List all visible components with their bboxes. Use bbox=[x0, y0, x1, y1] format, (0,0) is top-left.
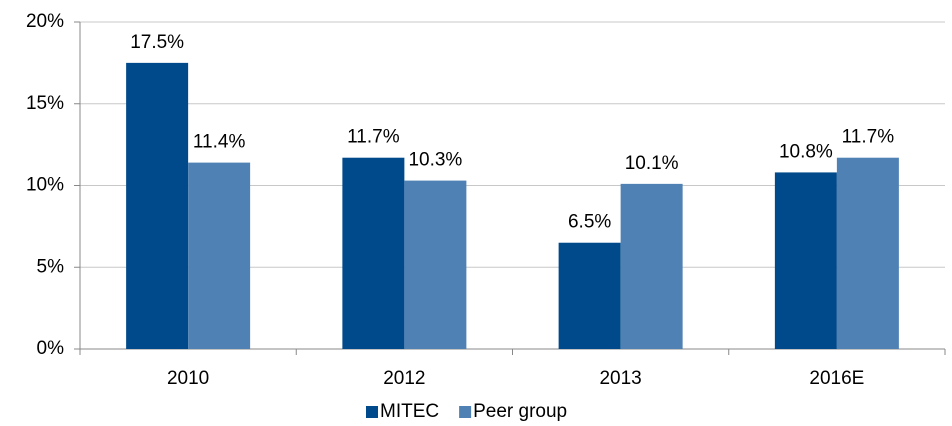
y-tick-label: 10% bbox=[26, 175, 64, 196]
y-tick-label: 20% bbox=[26, 11, 64, 32]
legend-label: Peer group bbox=[473, 401, 567, 422]
value-label: 11.7% bbox=[347, 127, 400, 148]
bar bbox=[188, 162, 251, 349]
bar bbox=[836, 157, 899, 349]
legend-swatch bbox=[366, 406, 378, 418]
value-label: 6.5% bbox=[568, 212, 611, 233]
value-label: 11.4% bbox=[193, 132, 246, 153]
value-label: 17.5% bbox=[130, 32, 184, 53]
bar bbox=[558, 242, 621, 349]
bar bbox=[774, 172, 837, 349]
bar bbox=[126, 62, 189, 349]
x-tick-label: 2013 bbox=[599, 368, 641, 389]
bar bbox=[404, 180, 467, 349]
y-tick-label: 0% bbox=[37, 338, 65, 359]
bar bbox=[342, 157, 405, 349]
value-label: 10.8% bbox=[779, 141, 833, 162]
value-label: 11.7% bbox=[842, 127, 895, 148]
y-tick-label: 15% bbox=[26, 93, 64, 114]
x-tick-label: 2012 bbox=[383, 368, 425, 389]
y-tick-label: 5% bbox=[37, 256, 65, 277]
x-tick-label: 2010 bbox=[167, 368, 209, 389]
legend-label: MITEC bbox=[380, 401, 439, 422]
x-tick-label: 2016E bbox=[809, 368, 864, 389]
value-label: 10.1% bbox=[625, 153, 679, 174]
bar bbox=[620, 183, 683, 349]
value-label: 10.3% bbox=[408, 150, 462, 171]
legend-swatch bbox=[459, 406, 472, 418]
